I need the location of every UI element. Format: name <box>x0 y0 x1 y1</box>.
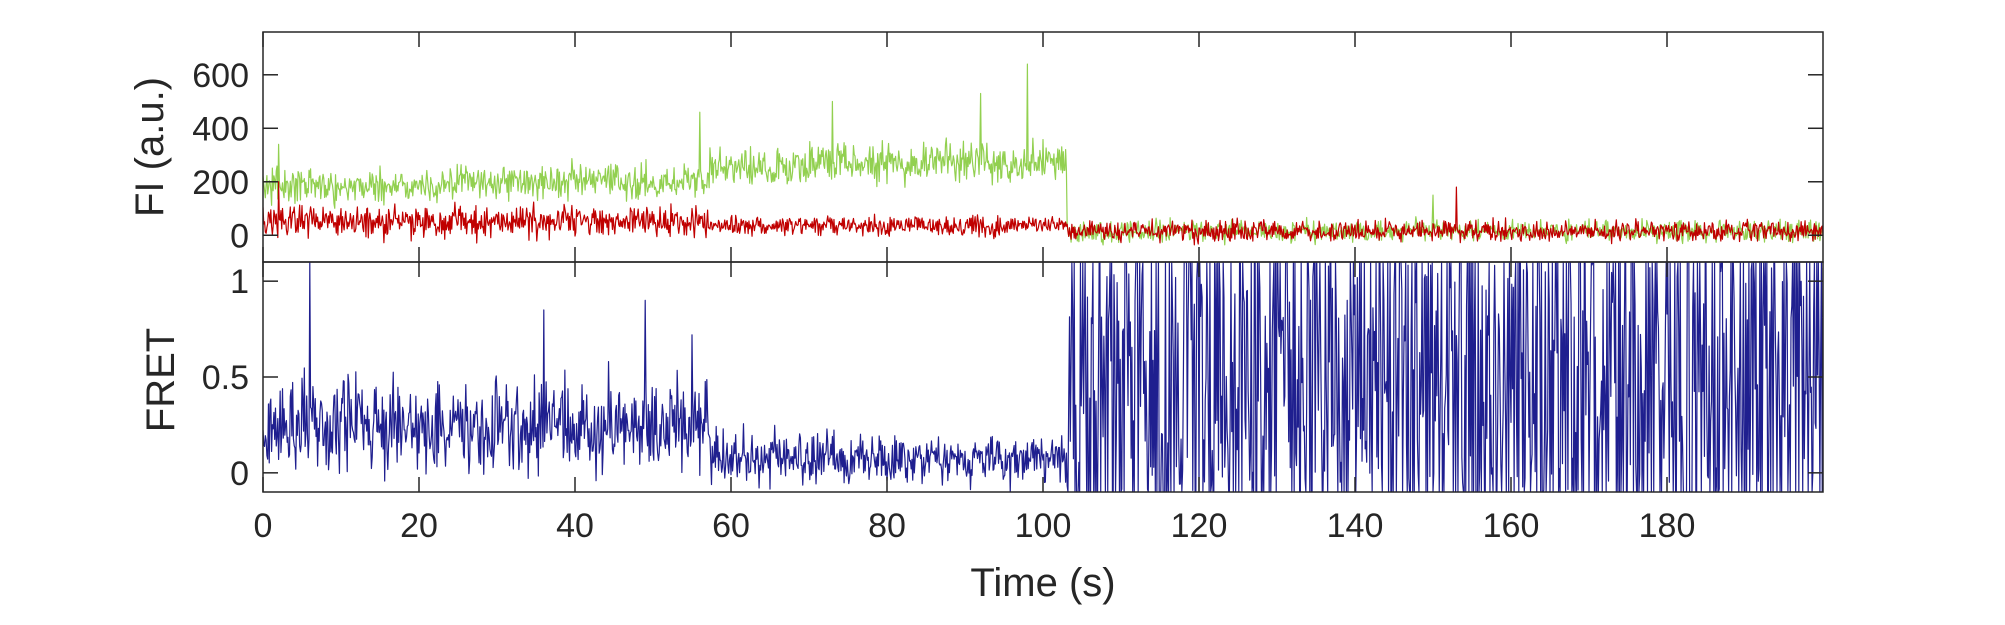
fret-y-ticks: 00.51 <box>202 263 1823 493</box>
x-tick-label: 120 <box>1171 507 1228 545</box>
fluorescence-plot-lines <box>263 63 1823 246</box>
x-tick-label: 100 <box>1015 507 1072 545</box>
y-tick-label: 0 <box>230 455 249 493</box>
x-tick-label: 60 <box>712 507 750 545</box>
y-tick-label: 0 <box>230 217 249 255</box>
x-tick-label: 180 <box>1639 507 1696 545</box>
fluorescence-trace-1 <box>263 181 1823 246</box>
x-tick-label: 140 <box>1327 507 1384 545</box>
fret-trace-0 <box>263 262 1823 492</box>
y-tick-label: 0.5 <box>202 359 249 397</box>
fret-y-axis-label: FRET <box>139 328 183 432</box>
x-tick-label: 80 <box>868 507 906 545</box>
x-tick-label: 40 <box>556 507 594 545</box>
y-tick-label: 400 <box>192 110 249 148</box>
x-tick-label: 0 <box>254 507 273 545</box>
fret-panel: 00.51 0 20 40 60 80 100 120 140 160 180 FRET Time… <box>139 261 1824 605</box>
fluorescence-x-ticks <box>262 32 1668 262</box>
x-tick-label: 20 <box>400 507 438 545</box>
fluorescence-panel: 0 200 400 600 FI (a.u.) <box>128 31 1824 263</box>
y-tick-label: 1 <box>230 263 249 301</box>
fret-x-ticks: 0 20 40 60 80 100 120 140 160 180 <box>254 262 1696 545</box>
fret-plot-line <box>263 262 1823 492</box>
fluorescence-y-axis-label: FI (a.u.) <box>128 77 172 217</box>
x-axis-label: Time (s) <box>970 561 1115 605</box>
y-tick-label: 600 <box>192 57 249 95</box>
x-tick-label: 160 <box>1483 507 1540 545</box>
y-tick-label: 200 <box>192 164 249 202</box>
fluorescence-y-ticks: 0 200 400 600 <box>192 57 1823 255</box>
